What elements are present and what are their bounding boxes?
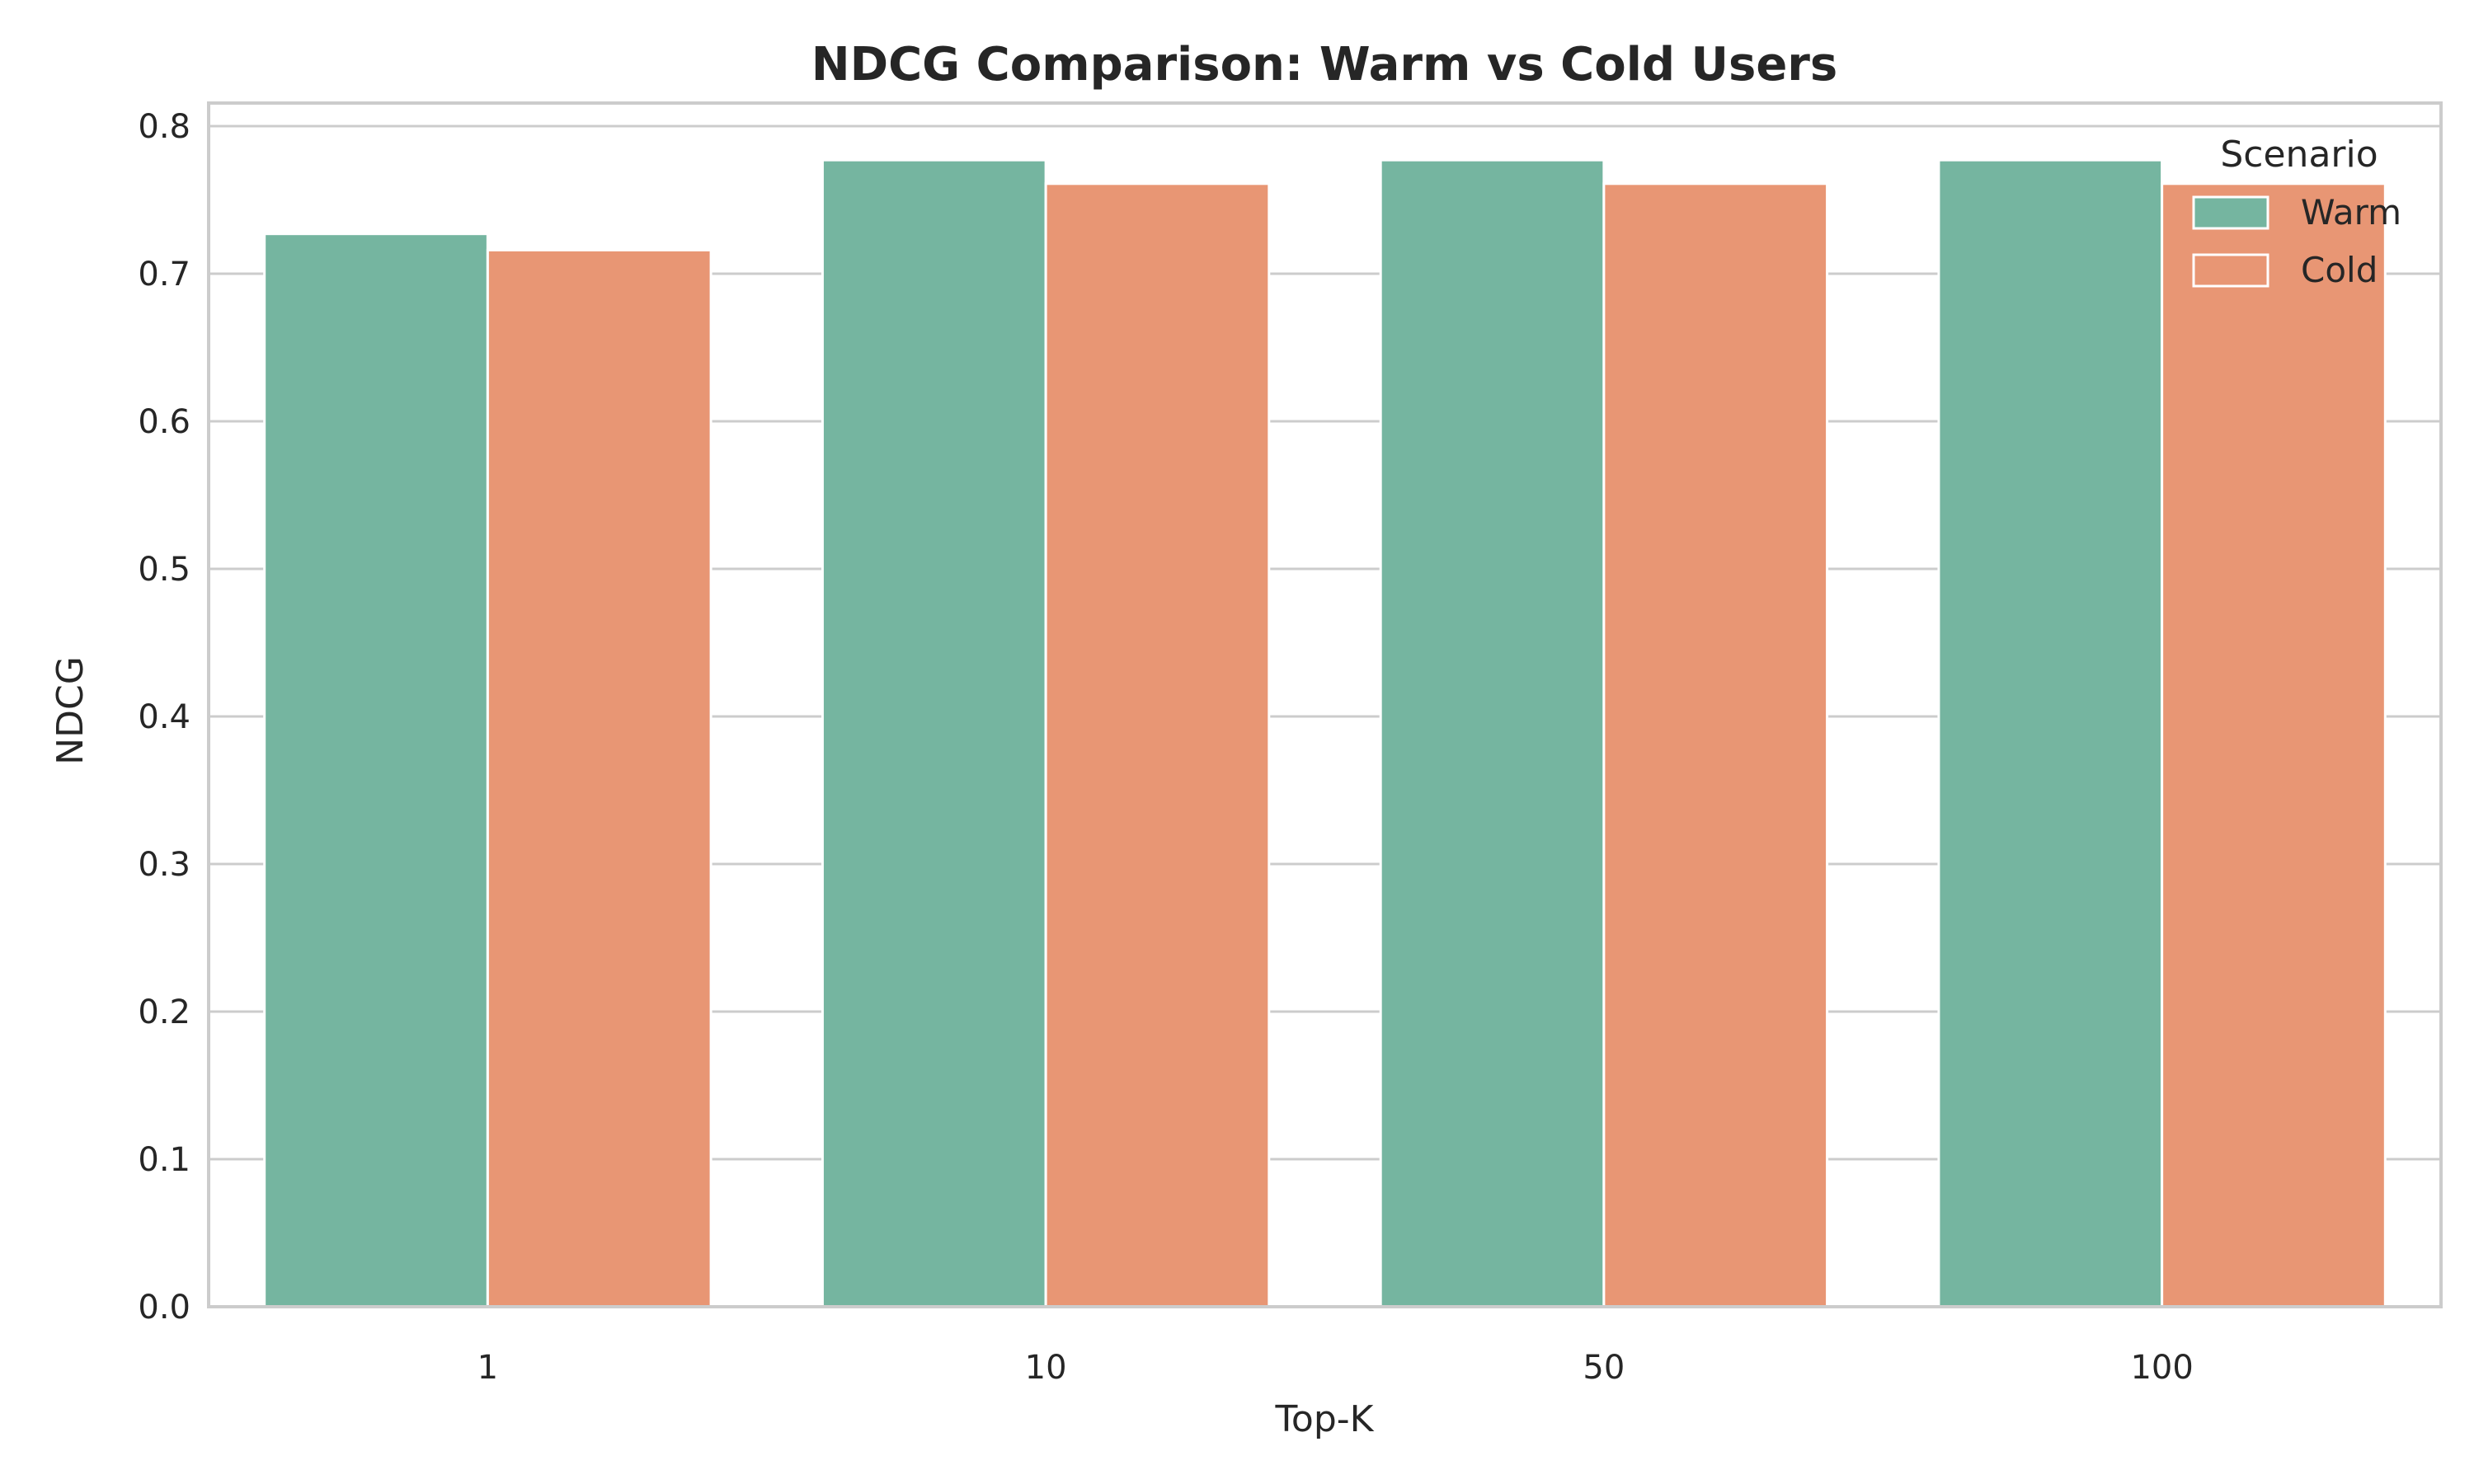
bar-warm-1 [263, 232, 489, 1308]
legend-label-warm: Warm [2301, 192, 2401, 232]
x-tick-labels: 1 10 50 100 [477, 1349, 2194, 1387]
bar-cold-50 [1602, 182, 1829, 1308]
legend-swatch-cold [2192, 253, 2269, 288]
y-tick-label: 0.0 [138, 1289, 190, 1327]
x-axis-label: Top-K [1275, 1398, 1375, 1440]
y-tick-label: 0.6 [138, 403, 190, 441]
bars [263, 158, 2387, 1308]
y-axis-label: NDCG [49, 656, 92, 765]
y-tick-label: 0.5 [138, 551, 190, 589]
x-tick-label: 100 [2130, 1349, 2193, 1387]
bar-cold-1 [486, 248, 713, 1308]
y-tick-label: 0.7 [138, 256, 190, 294]
legend: Scenario Warm Cold [2192, 134, 2401, 290]
bar-warm-50 [1379, 158, 1606, 1308]
y-tick-labels: 0.0 0.1 0.2 0.3 0.4 0.5 0.6 0.7 0.8 [138, 108, 190, 1327]
plot-frame [207, 101, 2443, 1308]
bar-warm-100 [1937, 158, 2164, 1308]
legend-items: Warm Cold [2192, 192, 2401, 290]
bar-cold-100 [2161, 182, 2387, 1308]
bar-warm-10 [821, 158, 1047, 1308]
x-tick-label: 10 [1025, 1349, 1067, 1387]
legend-label-cold: Cold [2301, 250, 2378, 290]
y-tick-label: 0.8 [138, 108, 190, 146]
y-tick-label: 0.3 [138, 846, 190, 884]
y-tick-label: 0.4 [138, 698, 190, 736]
legend-swatch-warm [2192, 195, 2269, 230]
legend-title: Scenario [2220, 134, 2378, 176]
x-tick-label: 1 [477, 1349, 498, 1387]
x-tick-label: 50 [1583, 1349, 1625, 1387]
bar-cold-10 [1044, 182, 1271, 1308]
y-tick-label: 0.1 [138, 1141, 190, 1179]
y-tick-label: 0.2 [138, 993, 190, 1031]
chart-title: NDCG Comparison: Warm vs Cold Users [811, 38, 1838, 92]
